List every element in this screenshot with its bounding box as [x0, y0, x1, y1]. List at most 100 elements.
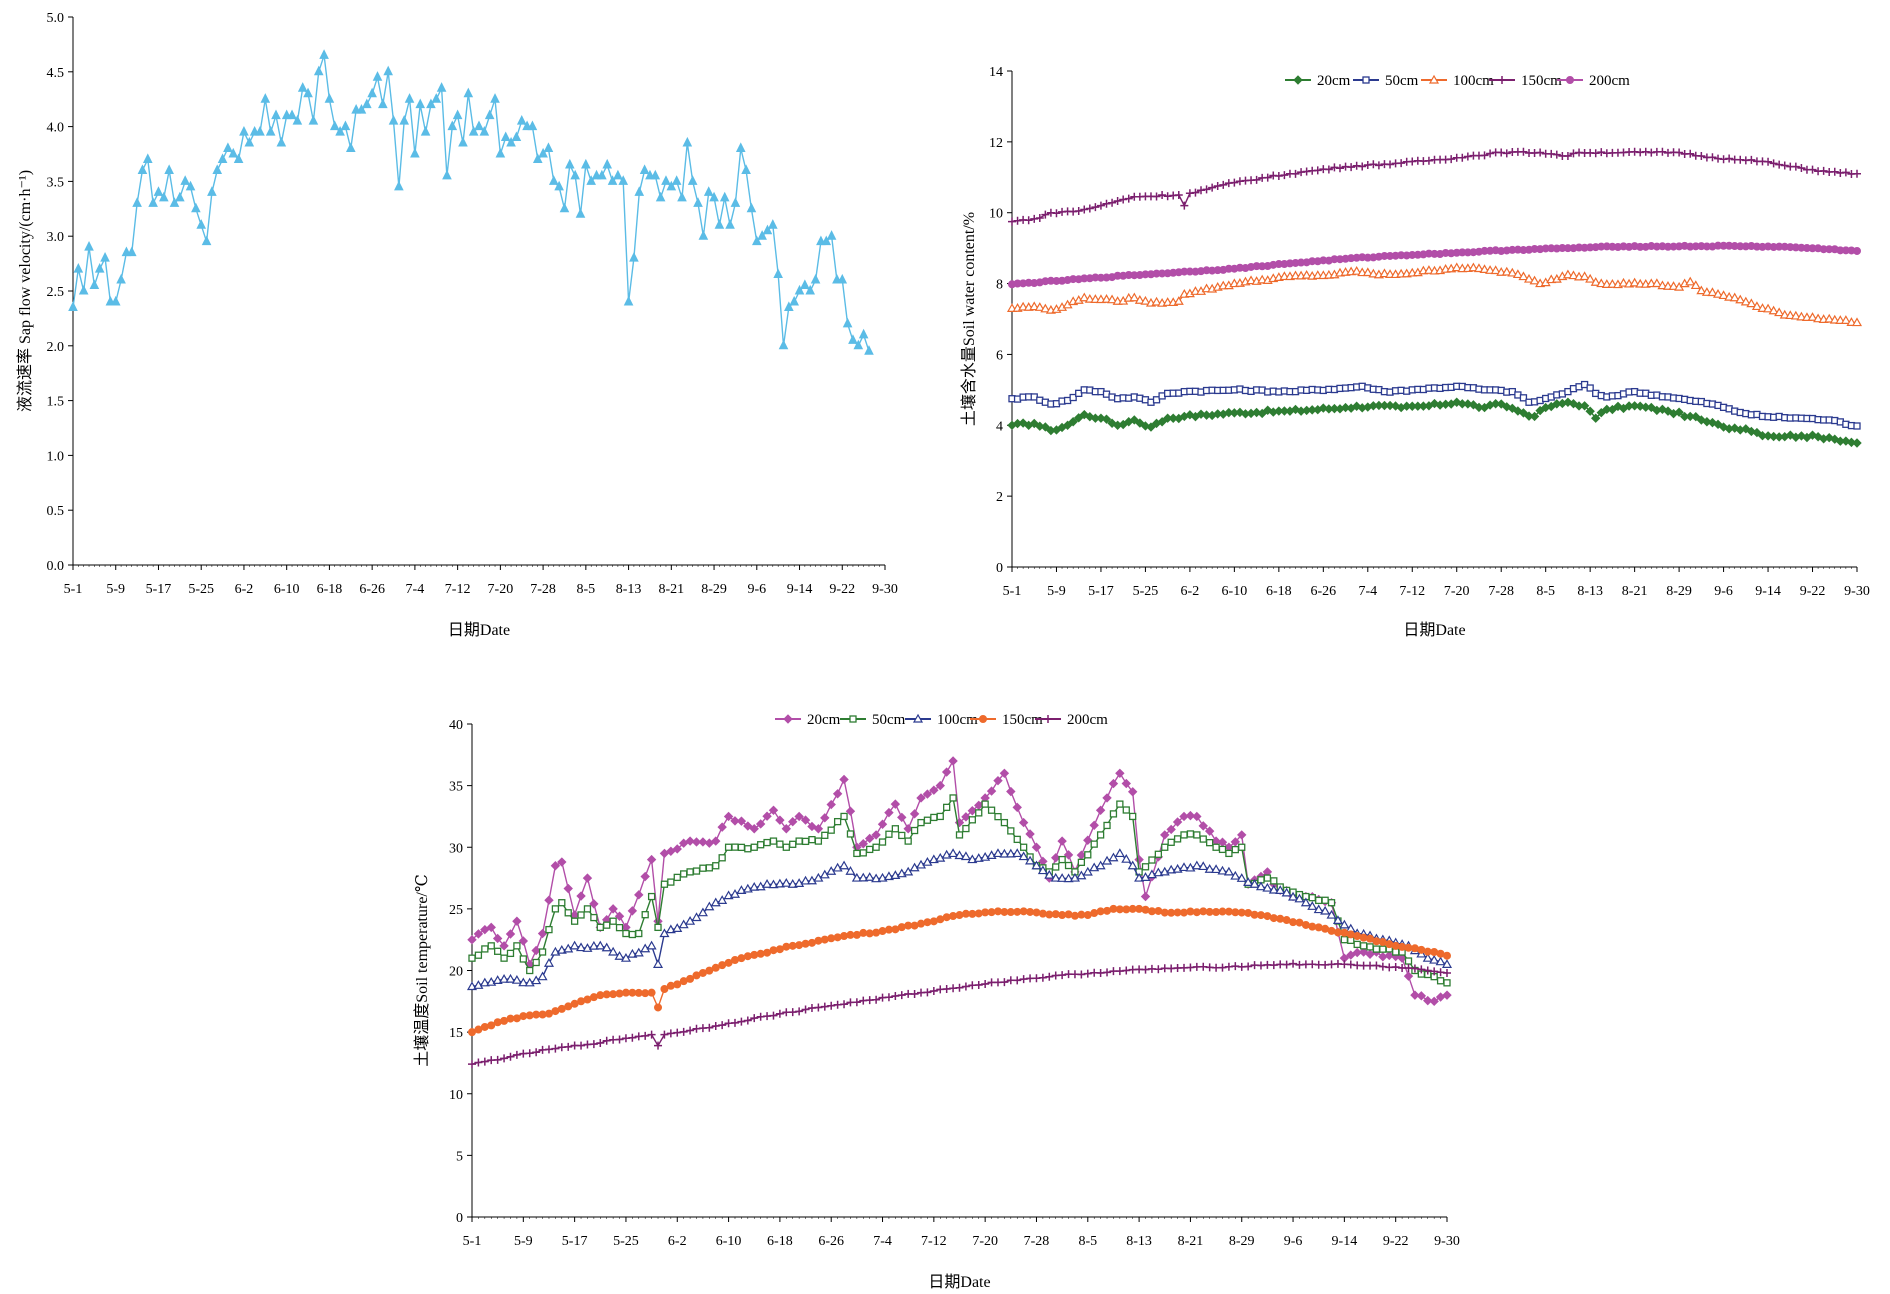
data-point [730, 197, 741, 207]
data-point [137, 164, 148, 174]
data-point [1127, 787, 1138, 797]
data-point [1134, 872, 1145, 882]
data-point [1013, 976, 1022, 985]
data-point [1797, 164, 1806, 173]
data-point [981, 980, 990, 989]
data-point [775, 815, 785, 825]
data-point [1346, 950, 1356, 960]
data-point [1458, 153, 1467, 162]
data-point [1379, 268, 1390, 278]
data-point [569, 940, 580, 950]
data-point [1780, 161, 1789, 170]
data-point [581, 158, 591, 169]
data-point [319, 49, 329, 59]
data-point [388, 115, 399, 125]
data-point [795, 1007, 804, 1016]
data-point [1121, 778, 1131, 789]
data-point [773, 268, 783, 279]
data-point [420, 125, 431, 136]
data-point [954, 850, 965, 860]
data-point [717, 895, 728, 904]
x-axis-title: 日期Date [1403, 621, 1465, 639]
data-point [1647, 148, 1656, 157]
data-point [525, 1049, 534, 1058]
data-point [159, 191, 169, 202]
data-point [837, 273, 848, 284]
data-point [622, 929, 630, 938]
data-point [1707, 287, 1718, 297]
data-point [788, 1008, 797, 1017]
data-point [654, 923, 662, 932]
data-point [1006, 786, 1016, 797]
data-point [383, 65, 393, 76]
data-point [623, 295, 634, 306]
data-point [479, 125, 490, 136]
data-point [1740, 296, 1751, 306]
data-point [1051, 910, 1060, 919]
y-tick-label: 15 [449, 1026, 463, 1041]
data-point [1841, 168, 1850, 177]
data-point [1038, 973, 1047, 982]
data-point [94, 262, 105, 273]
data-point [468, 1060, 476, 1069]
data-point [1591, 149, 1600, 158]
data-point [840, 931, 849, 940]
data-point [917, 919, 926, 928]
data-point [730, 816, 740, 826]
data-point [660, 1030, 669, 1039]
data-point [1523, 273, 1535, 283]
series-150cm [1008, 147, 1861, 226]
data-point [782, 843, 790, 851]
x-tick-label: 9-6 [747, 582, 766, 597]
x-tick-label: 5-9 [1047, 584, 1066, 599]
data-point [789, 840, 797, 848]
x-tick-label: 9-6 [1714, 584, 1733, 599]
legend: 20cm 50cm 100cm 150cm 200cm [775, 712, 1108, 728]
data-point [878, 927, 887, 936]
data-point [345, 142, 356, 153]
data-point [781, 878, 792, 887]
data-point [518, 977, 529, 987]
x-tick-label: 7-20 [1444, 584, 1470, 599]
data-point [1372, 945, 1381, 953]
data-point [730, 955, 739, 964]
data-point [576, 891, 586, 901]
data-point [1691, 411, 1701, 422]
data-point [538, 948, 547, 956]
legend-swatch-marker [1044, 715, 1052, 723]
data-point [776, 840, 784, 848]
y-tick-label: 0 [996, 561, 1003, 576]
data-point [1335, 164, 1344, 173]
data-point [543, 142, 554, 153]
data-point [814, 837, 823, 845]
data-point [1237, 830, 1247, 840]
data-point [686, 1026, 695, 1035]
data-point [212, 164, 223, 174]
data-point [473, 929, 484, 939]
data-point [750, 950, 759, 959]
data-point [640, 871, 650, 882]
x-tick-label: 6-2 [668, 1234, 687, 1249]
data-point [426, 98, 436, 109]
x-tick-label: 8-13 [1577, 584, 1603, 599]
data-point [660, 984, 669, 993]
data-point [545, 925, 553, 934]
data-point [1353, 940, 1361, 949]
data-point [1173, 835, 1182, 843]
data-point [335, 125, 345, 136]
data-point [1774, 307, 1785, 317]
data-point [1185, 810, 1196, 821]
data-point [1763, 303, 1774, 313]
data-point [1424, 156, 1433, 165]
data-point [1082, 866, 1093, 876]
data-point [942, 985, 951, 994]
data-point [1340, 928, 1349, 937]
data-point [923, 988, 932, 997]
data-point [583, 905, 592, 913]
data-point [661, 175, 671, 185]
data-point [994, 812, 1002, 821]
data-point [490, 93, 500, 103]
data-point [324, 93, 335, 103]
data-point [633, 947, 644, 957]
data-point [601, 942, 612, 952]
